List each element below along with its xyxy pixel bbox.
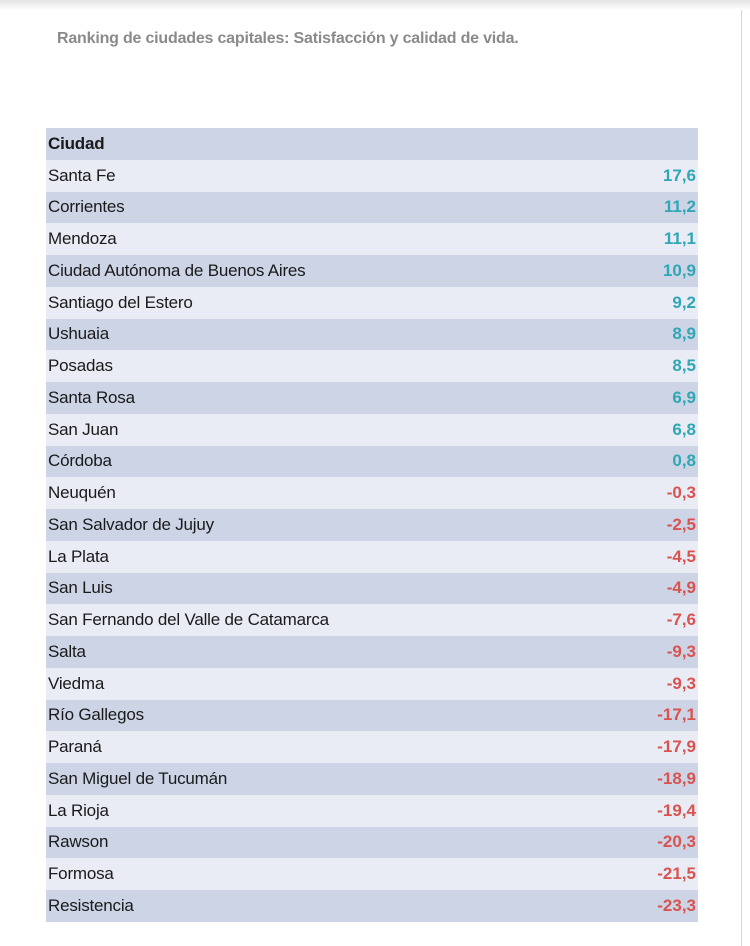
city-score: -18,9 <box>657 768 696 788</box>
city-score: 11,1 <box>663 229 696 249</box>
city-name: Rawson <box>48 832 109 852</box>
table-row: Santa Rosa 6,9 <box>46 382 698 414</box>
city-score: 8,5 <box>672 356 696 376</box>
table-row: San Salvador de Jujuy -2,5 <box>46 509 698 541</box>
page-top-shadow <box>0 0 750 10</box>
city-name: Ushuaia <box>48 324 109 344</box>
table-row: Córdoba 0,8 <box>46 445 698 478</box>
city-name: Córdoba <box>48 451 112 471</box>
city-score: -20,3 <box>657 832 696 852</box>
city-name: Paraná <box>48 737 102 757</box>
table-row: San Fernando del Valle de Catamarca -7,6 <box>46 604 698 636</box>
city-score: -9,3 <box>666 641 696 661</box>
city-name: San Fernando del Valle de Catamarca <box>48 610 329 630</box>
city-score: 11,2 <box>663 197 696 217</box>
city-score: 9,2 <box>672 292 696 312</box>
table-row: Corrientes 11,2 <box>46 191 698 224</box>
table-row: Rawson -20,3 <box>46 826 698 859</box>
city-score: -17,9 <box>657 737 696 757</box>
table-row: La Plata -4,5 <box>46 540 698 573</box>
city-name: Corrientes <box>48 197 125 217</box>
table-header-row: Ciudad <box>46 128 698 160</box>
table-row: Posadas 8,5 <box>46 350 698 382</box>
city-name: Viedma <box>48 673 105 693</box>
table-row: Salta -9,3 <box>46 636 698 668</box>
city-score: 17,6 <box>662 165 696 185</box>
city-score: -9,3 <box>666 673 696 693</box>
table-row: San Miguel de Tucumán -18,9 <box>46 763 698 795</box>
city-score: 0,8 <box>672 451 696 471</box>
city-name: La Rioja <box>48 800 109 820</box>
city-name: Formosa <box>48 864 114 884</box>
column-header-city: Ciudad <box>48 133 105 153</box>
table-row: Mendoza 11,1 <box>46 223 698 255</box>
page-edge <box>741 10 742 946</box>
city-name: San Juan <box>48 419 119 439</box>
city-name: San Luis <box>48 578 113 598</box>
city-name: La Plata <box>48 546 109 566</box>
city-name: Santa Fe <box>48 165 116 185</box>
table-row: Resistencia -23,3 <box>46 890 698 922</box>
city-name: Posadas <box>48 356 113 376</box>
table-row: Formosa -21,5 <box>46 858 698 890</box>
city-score: -4,5 <box>666 546 696 566</box>
city-name: Salta <box>48 641 86 661</box>
city-score: 6,8 <box>672 419 696 439</box>
table-row: Paraná -17,9 <box>46 731 698 763</box>
city-score: 10,9 <box>662 260 696 280</box>
city-name: San Salvador de Jujuy <box>48 514 214 534</box>
city-name: Santa Rosa <box>48 387 135 407</box>
city-score: 8,9 <box>672 324 696 344</box>
city-score: -4,9 <box>666 578 696 598</box>
table-row: Río Gallegos -17,1 <box>46 699 698 732</box>
table-row: Ushuaia 8,9 <box>46 318 698 351</box>
table-row: Viedma -9,3 <box>46 667 698 700</box>
city-score: -21,5 <box>657 864 696 884</box>
city-name: Mendoza <box>48 229 117 249</box>
city-name: Resistencia <box>48 895 134 915</box>
table-row: Santiago del Estero 9,2 <box>46 286 698 319</box>
city-score: -17,1 <box>657 705 696 725</box>
city-name: San Miguel de Tucumán <box>48 768 228 788</box>
table-row: La Rioja -19,4 <box>46 794 698 827</box>
city-score: 6,9 <box>672 387 696 407</box>
city-name: Neuquén <box>48 483 116 503</box>
table-row: Santa Fe 17,6 <box>46 159 698 192</box>
city-name: Ciudad Autónoma de Buenos Aires <box>48 260 306 280</box>
city-score: -0,3 <box>666 483 696 503</box>
city-score: -2,5 <box>666 514 696 534</box>
city-name: Río Gallegos <box>48 705 144 725</box>
page-title: Ranking de ciudades capitales: Satisfacc… <box>57 30 519 47</box>
city-score: -7,6 <box>666 610 696 630</box>
ranking-table: Ciudad Santa Fe 17,6 Corrientes 11,2 Mendoza… <box>46 128 698 922</box>
city-score: -23,3 <box>657 895 696 915</box>
city-score: -19,4 <box>657 800 696 820</box>
table-row: Ciudad Autónoma de Buenos Aires 10,9 <box>46 255 698 287</box>
table-row: Neuquén -0,3 <box>46 477 698 509</box>
city-name: Santiago del Estero <box>48 292 193 312</box>
table-row: San Juan 6,8 <box>46 413 698 446</box>
table-row: San Luis -4,9 <box>46 572 698 605</box>
